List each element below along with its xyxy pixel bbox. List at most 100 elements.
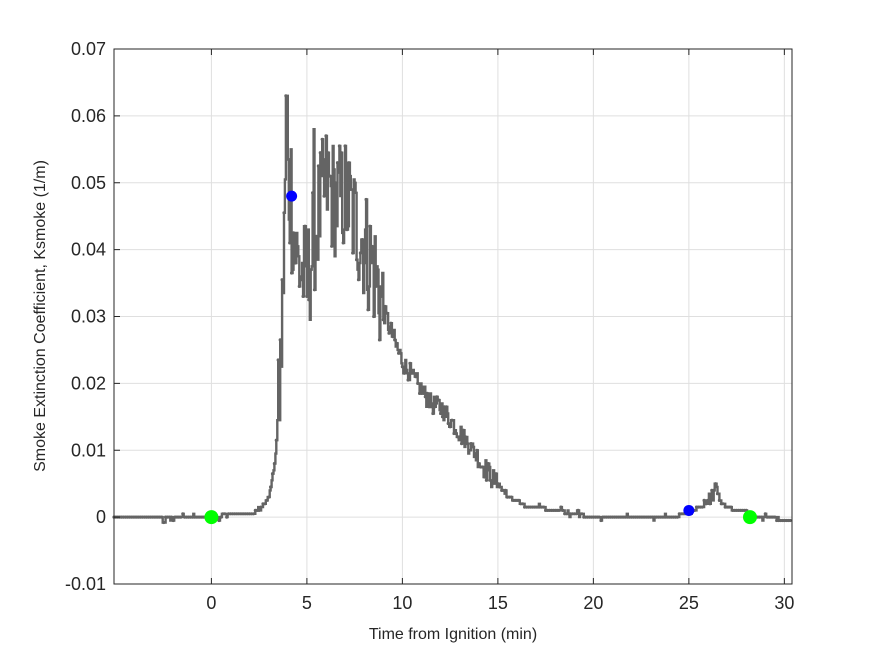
data-point-marker (311, 191, 315, 195)
data-point-marker (322, 194, 326, 198)
data-point-marker (498, 485, 502, 489)
data-point-marker (389, 321, 393, 325)
data-point-marker (328, 174, 332, 178)
y-tick-label: 0.05 (71, 173, 106, 193)
data-point-marker (223, 512, 227, 516)
y-axis-label: Smoke Extinction Coefficient, Ksmoke (1/… (32, 160, 49, 472)
data-point-marker (597, 515, 601, 519)
y-tick-label: 0 (96, 507, 106, 527)
green-event-marker (742, 510, 757, 525)
data-point-marker (450, 418, 454, 422)
data-point-marker (454, 431, 458, 436)
data-point-marker (339, 151, 343, 155)
data-point-marker (675, 515, 680, 519)
data-point-marker (355, 258, 359, 262)
data-point-marker (414, 375, 418, 379)
data-point-marker (341, 241, 345, 245)
data-point-marker (488, 478, 492, 482)
data-point-marker (263, 502, 267, 506)
y-tick-label: 0.06 (71, 106, 106, 126)
data-point-marker (376, 268, 380, 272)
data-point-marker (349, 187, 353, 191)
data-point-marker (700, 505, 704, 509)
data-point-marker (717, 498, 722, 502)
data-point-marker (353, 181, 357, 185)
x-tick-label: 15 (488, 593, 508, 613)
data-point-marker (576, 508, 580, 512)
y-tick-label: -0.01 (65, 574, 106, 594)
data-point-marker (391, 335, 395, 339)
data-point-marker (257, 508, 261, 512)
data-point-marker (291, 231, 296, 235)
data-point-marker (435, 395, 439, 399)
y-tick-label: 0.03 (71, 307, 106, 327)
event-markers (204, 190, 757, 525)
data-point-marker (574, 512, 578, 516)
data-point-marker (460, 442, 464, 446)
data-point-marker (284, 94, 288, 98)
data-point-marker (303, 224, 307, 228)
data-point-marker (358, 251, 362, 255)
data-point-marker (702, 498, 706, 502)
data-point-marker (503, 488, 508, 492)
data-point-marker (383, 304, 387, 309)
x-tick-label: 5 (302, 593, 312, 613)
data-point-marker (481, 465, 485, 469)
data-point-marker (259, 505, 263, 509)
data-point-marker (461, 428, 466, 432)
data-point-marker (379, 294, 383, 298)
data-point-marker (393, 338, 397, 342)
data-point-marker (421, 391, 425, 395)
data-point-marker (269, 485, 273, 489)
data-point-marker (309, 268, 313, 272)
data-point-marker (162, 520, 166, 525)
data-point-marker (706, 498, 710, 502)
data-point-marker (368, 224, 372, 228)
data-point-marker (473, 452, 477, 456)
data-point-marker (314, 234, 318, 238)
x-axis-label: Time from Ignition (min) (369, 626, 537, 643)
data-point-marker (270, 472, 275, 476)
data-point-marker (467, 448, 471, 452)
data-point-marker (444, 405, 448, 409)
data-point-marker (370, 244, 374, 248)
data-point-marker (440, 415, 445, 419)
data-point-marker (288, 241, 292, 245)
data-point-marker (395, 341, 399, 345)
x-tick-label: 20 (583, 593, 603, 613)
data-point-marker (704, 502, 708, 506)
data-point-marker (301, 294, 305, 298)
data-point-marker (561, 508, 565, 512)
data-point-marker (219, 515, 223, 519)
data-point-marker (290, 271, 294, 275)
y-tick-label: 0.04 (71, 240, 106, 260)
data-point-marker (580, 512, 584, 516)
data-point-marker (404, 368, 408, 372)
x-tick-label: 10 (392, 593, 412, 613)
data-point-marker (297, 284, 301, 288)
data-point-marker (364, 197, 368, 202)
data-point-marker (712, 488, 716, 492)
data-point-marker (542, 505, 546, 509)
data-point-marker (408, 361, 412, 365)
data-point-marker (402, 371, 406, 375)
data-point-marker (477, 462, 481, 466)
data-point-marker (345, 228, 349, 232)
data-point-marker (337, 144, 341, 148)
data-point-marker (412, 371, 416, 375)
data-point-marker (181, 512, 185, 516)
data-point-marker (381, 318, 385, 322)
data-point-marker (385, 311, 389, 315)
data-point-marker (265, 498, 269, 502)
data-point-marker (171, 518, 175, 523)
data-point-marker (320, 137, 324, 141)
y-tick-label: 0.02 (71, 373, 106, 393)
data-point-marker (425, 391, 429, 395)
data-point-marker (282, 211, 286, 215)
data-point-marker (326, 151, 330, 155)
data-point-marker (225, 515, 229, 519)
blue-event-marker (286, 190, 298, 202)
data-point-marker (360, 238, 364, 242)
data-point-marker (295, 244, 299, 248)
data-point-marker (433, 405, 437, 409)
